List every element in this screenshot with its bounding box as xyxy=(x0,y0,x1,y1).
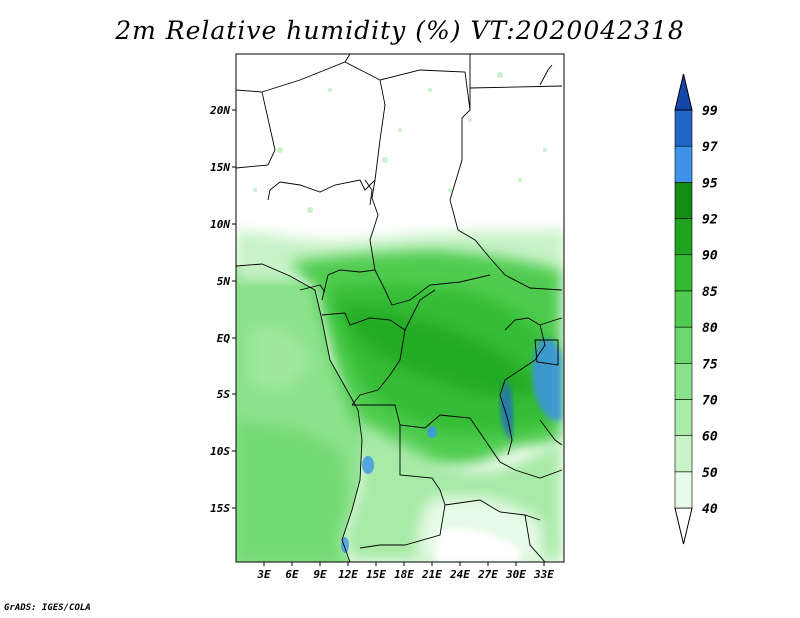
colorbar-label: 80 xyxy=(702,321,718,336)
colorbar-segment xyxy=(674,399,693,436)
colorbar-label: 97 xyxy=(702,140,718,155)
country-borders xyxy=(236,54,563,562)
southern-white-patch xyxy=(435,528,520,562)
sahara-speckles xyxy=(253,72,547,213)
lon-label-30e: 30E xyxy=(505,568,526,581)
colorbar-label: 75 xyxy=(702,357,718,372)
congo-basin-dark xyxy=(340,309,540,396)
colorbar-segments xyxy=(674,73,693,545)
map-title: 2m Relative humidity (%) VT:2020042318 xyxy=(115,16,685,45)
grads-credit: GrADS: IGES/COLA xyxy=(4,603,91,613)
lon-label-18e: 18E xyxy=(394,568,414,581)
colorbar-segment xyxy=(674,218,693,256)
colorbar-segment xyxy=(674,145,693,183)
colorbar-segment xyxy=(674,435,693,473)
ocean-light-patch xyxy=(250,326,310,391)
colorbar-label: 92 xyxy=(702,213,718,228)
lon-label-33e: 33E xyxy=(533,568,554,581)
lat-label-10s: 10S xyxy=(210,445,230,458)
colorbar-bottom-arrow xyxy=(674,507,693,545)
colorbar-top-arrow xyxy=(674,73,693,111)
map-frame xyxy=(235,53,565,563)
colorbar-label: 85 xyxy=(702,285,718,300)
colorbar-label: 40 xyxy=(702,502,718,517)
colorbar-segment xyxy=(674,290,693,328)
colorbar-segment xyxy=(674,471,693,509)
angola-blue-spot xyxy=(362,456,374,474)
colorbar-segment xyxy=(674,326,693,364)
colorbar-label: 95 xyxy=(702,176,718,191)
namibia-coast-spot xyxy=(341,537,349,553)
lat-axis xyxy=(232,109,236,509)
lon-axis xyxy=(263,562,545,566)
colorbar-label: 50 xyxy=(702,466,718,481)
lon-label-24e: 24E xyxy=(449,568,470,581)
kasai-blue-spot xyxy=(427,426,437,438)
humidity-map xyxy=(236,54,564,562)
colorbar-segment xyxy=(674,362,693,400)
lat-label-10n: 10N xyxy=(210,218,230,231)
lake-tanganyika-region xyxy=(500,380,514,440)
colorbar-segment xyxy=(674,254,693,292)
colorbar-segment xyxy=(674,109,693,147)
lat-label-15n: 15N xyxy=(210,161,230,174)
lon-label-9e: 9E xyxy=(313,568,327,581)
colorbar-label: 70 xyxy=(702,393,718,408)
lat-label-5s: 5S xyxy=(217,388,231,401)
lon-label-3e: 3E xyxy=(256,568,271,581)
colorbar: 40 50 60 70 75 80 85 90 92 95 97 99 xyxy=(674,73,718,545)
lake-victoria-region xyxy=(532,338,562,421)
colorbar-label: 99 xyxy=(702,104,718,119)
lat-label-5n: 5N xyxy=(217,275,231,288)
colorbar-label: 60 xyxy=(702,430,718,445)
lon-label-12e: 12E xyxy=(338,568,358,581)
lon-label-21e: 21E xyxy=(421,568,442,581)
ocean-field-south xyxy=(236,420,350,562)
lon-label-6e: 6E xyxy=(285,568,299,581)
lat-label-eq: EQ xyxy=(217,332,231,345)
colorbar-segment xyxy=(674,182,693,219)
lat-label-20n: 20N xyxy=(209,104,230,117)
lon-label-15e: 15E xyxy=(366,568,386,581)
colorbar-label: 90 xyxy=(702,249,718,264)
colorbar-labels: 40 50 60 70 75 80 85 90 92 95 97 99 xyxy=(702,104,718,517)
lon-label-27e: 27E xyxy=(477,568,498,581)
lat-label-15s: 15S xyxy=(210,502,230,515)
